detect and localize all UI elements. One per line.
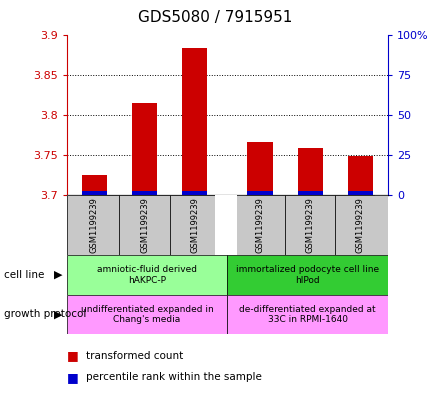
- Text: GSM1199239: GSM1199239: [355, 197, 364, 253]
- Text: GDS5080 / 7915951: GDS5080 / 7915951: [138, 10, 292, 25]
- Text: percentile rank within the sample: percentile rank within the sample: [86, 372, 261, 382]
- Bar: [67, 195, 119, 255]
- Text: immortalized podocyte cell line
hIPod: immortalized podocyte cell line hIPod: [236, 265, 378, 285]
- Bar: [227, 255, 387, 295]
- Bar: [227, 195, 284, 255]
- FancyBboxPatch shape: [181, 195, 230, 255]
- Bar: [67, 255, 227, 295]
- Bar: [284, 195, 335, 255]
- Text: GSM1199239: GSM1199239: [255, 197, 264, 253]
- Bar: [297, 149, 322, 195]
- Bar: [297, 191, 322, 195]
- Bar: [247, 191, 272, 195]
- Text: growth protocol: growth protocol: [4, 309, 86, 320]
- Bar: [119, 195, 169, 255]
- Bar: [214, 195, 237, 255]
- Text: ■: ■: [67, 371, 78, 384]
- Text: transformed count: transformed count: [86, 351, 183, 361]
- Text: undifferentiated expanded in
Chang's media: undifferentiated expanded in Chang's med…: [80, 305, 213, 324]
- Text: ■: ■: [67, 349, 78, 362]
- FancyBboxPatch shape: [246, 195, 295, 255]
- Text: GSM1199239: GSM1199239: [305, 197, 314, 253]
- FancyBboxPatch shape: [346, 195, 373, 255]
- Text: GSM1199239: GSM1199239: [90, 197, 98, 253]
- Bar: [347, 191, 372, 195]
- Bar: [347, 156, 372, 195]
- Bar: [132, 191, 157, 195]
- Text: GSM1199239: GSM1199239: [190, 197, 199, 253]
- Bar: [82, 191, 107, 195]
- FancyBboxPatch shape: [296, 195, 345, 255]
- Bar: [67, 295, 227, 334]
- Bar: [227, 295, 387, 334]
- Text: de-differentiated expanded at
33C in RPMI-1640: de-differentiated expanded at 33C in RPM…: [239, 305, 375, 324]
- Bar: [169, 195, 227, 255]
- Bar: [82, 175, 107, 195]
- Bar: [335, 195, 387, 255]
- FancyBboxPatch shape: [131, 195, 180, 255]
- Text: cell line: cell line: [4, 270, 45, 280]
- Text: ▶: ▶: [54, 309, 62, 320]
- Bar: [132, 103, 157, 195]
- Text: GSM1199239: GSM1199239: [140, 197, 149, 253]
- FancyBboxPatch shape: [81, 195, 130, 255]
- Text: ▶: ▶: [54, 270, 62, 280]
- Bar: [182, 191, 207, 195]
- Bar: [182, 48, 207, 195]
- Text: amniotic-fluid derived
hAKPC-P: amniotic-fluid derived hAKPC-P: [97, 265, 197, 285]
- Bar: [247, 142, 272, 195]
